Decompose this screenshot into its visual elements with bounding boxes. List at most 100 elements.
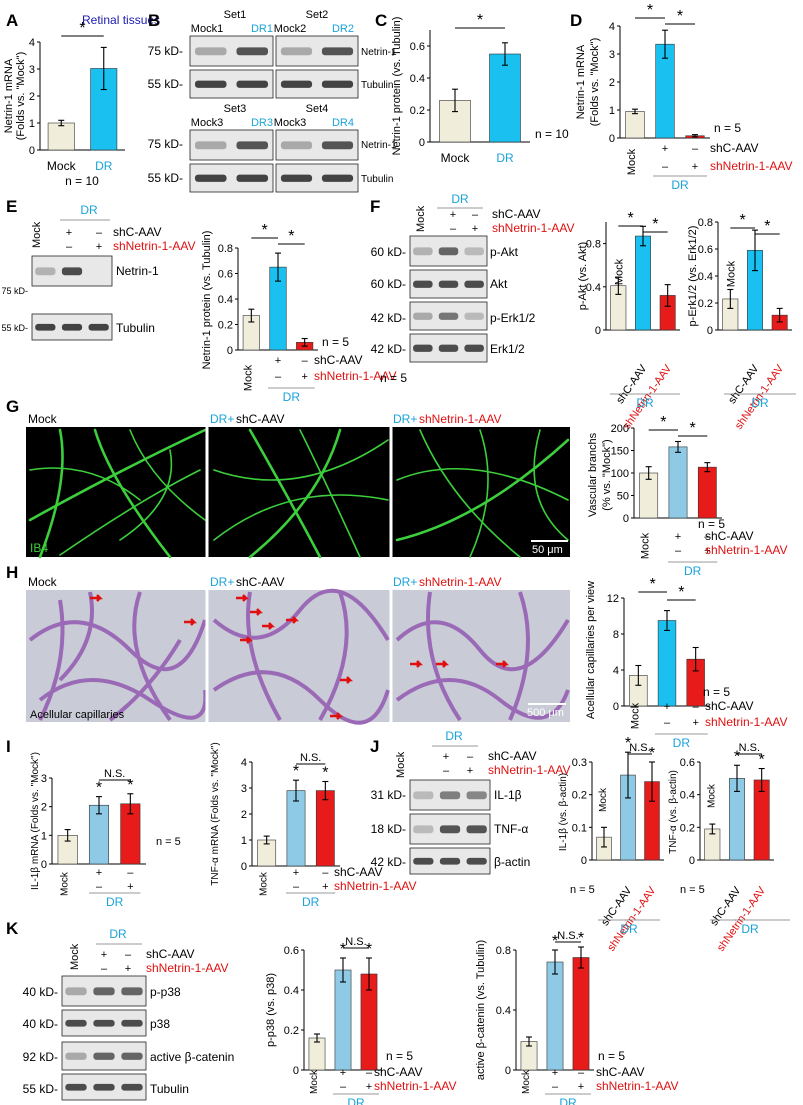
xlab-A-1: DR bbox=[95, 159, 113, 173]
sig-E-2: * bbox=[288, 228, 294, 245]
scale-G: 50 μm bbox=[532, 544, 563, 556]
panel-label-C: C bbox=[375, 11, 387, 30]
ylabel-I2: TNF-α mRNA (Folds vs. "Mock") bbox=[210, 742, 221, 885]
band-E-2: Tubulin bbox=[116, 321, 155, 335]
ylabel-A-2: (Folds vs. "Mock") bbox=[15, 52, 27, 140]
y-tick-label-A: 1 bbox=[29, 118, 35, 130]
y-tick-label-H: 0 bbox=[613, 701, 619, 713]
y-tick-label-K2: 0.4 bbox=[496, 1005, 511, 1017]
blot-K-p38-band bbox=[93, 1019, 115, 1027]
blot-B-tubulin-4 bbox=[275, 163, 359, 193]
y-tick-label-I2: 2 bbox=[241, 809, 247, 821]
blot-B-netrin-3-band bbox=[194, 141, 227, 150]
kd-J-3: 42 kD- bbox=[371, 855, 406, 869]
pm-H-r1c1: + bbox=[664, 701, 670, 713]
dr-K2-dr: DR bbox=[559, 1096, 577, 1105]
ylabel-G-2: (% vs. "Mock") bbox=[601, 439, 613, 510]
sig-G-2: * bbox=[690, 420, 696, 437]
band-E-1: Netrin-1 bbox=[116, 264, 159, 278]
pm-E2-r1c1: + bbox=[275, 355, 281, 367]
y-tick-label-G: 100 bbox=[611, 468, 629, 480]
kd-F-1: 60 kD- bbox=[371, 245, 406, 259]
pm-K2-r2c1: – bbox=[552, 1081, 559, 1093]
capillary bbox=[426, 591, 462, 722]
dr2: DR2 bbox=[332, 23, 354, 35]
blot-B-tubulin-4-band bbox=[321, 174, 354, 182]
ylabel-F2: p-Erk1/2 (vs. Erk1/2) bbox=[687, 226, 699, 327]
ns-J2: N.S. bbox=[739, 742, 760, 754]
vessel bbox=[469, 429, 489, 558]
ns-J1: N.S. bbox=[629, 742, 650, 754]
vessel bbox=[248, 428, 342, 559]
blot-B-tubulin-1 bbox=[189, 69, 274, 99]
mock2: Mock2 bbox=[274, 23, 306, 35]
n-I1: n = 5 bbox=[156, 836, 181, 848]
blot-E-netrin bbox=[31, 255, 113, 287]
pm-K2-r1c2: – bbox=[578, 1067, 585, 1079]
dr3: DR3 bbox=[251, 117, 273, 129]
blot-F-erk bbox=[409, 333, 488, 363]
treat-F-shc: shC-AAV bbox=[492, 207, 540, 221]
y-tick-label-J2: 0.2 bbox=[680, 822, 695, 834]
img-G-label-2a: DR+ bbox=[210, 412, 234, 426]
pm-J-2: – bbox=[467, 751, 474, 763]
kd-B-4: 55 kD- bbox=[148, 171, 183, 185]
treat-K-shc: shC-AAV bbox=[146, 947, 194, 961]
blot-E-tubulin-band bbox=[88, 323, 109, 331]
pm-K-1: + bbox=[101, 949, 107, 961]
pm-I1-r2c1: – bbox=[96, 881, 103, 893]
kd-K-3: 92 kD- bbox=[23, 1050, 58, 1064]
blot-F-perk-band bbox=[464, 312, 484, 320]
blot-F-erk-band bbox=[438, 344, 459, 352]
capillary bbox=[38, 678, 208, 720]
blot-B-tubulin-3 bbox=[189, 163, 274, 193]
treat-E2-shc: shC-AAV bbox=[314, 353, 362, 367]
treat-E-shn: shNetrin-1-AAV bbox=[113, 239, 195, 253]
treat-D-shn: shNetrin-1-AAV bbox=[710, 159, 792, 173]
blot-B-netrin-4-band bbox=[321, 141, 354, 150]
vessel bbox=[213, 439, 389, 481]
band-K-3: active β-catenin bbox=[150, 1050, 234, 1064]
bar-J2-2 bbox=[753, 779, 770, 861]
sig-E-1: * bbox=[262, 222, 268, 239]
pm-I2-r1c2: – bbox=[322, 867, 329, 879]
ns-I2: N.S. bbox=[300, 752, 321, 764]
red-arrow-icon bbox=[262, 622, 276, 630]
blot-F-pakt bbox=[409, 235, 488, 267]
blot-K-pp38-band bbox=[121, 987, 143, 996]
kd-J-2: 18 kD- bbox=[371, 822, 406, 836]
vessel bbox=[29, 467, 141, 501]
mock3b: Mock3 bbox=[274, 117, 306, 129]
band-F-1: p-Akt bbox=[490, 245, 519, 259]
band-K-1: p-p38 bbox=[150, 985, 181, 999]
xlab-K2-0: Mock bbox=[521, 1069, 532, 1094]
blot-E-netrin-band bbox=[35, 267, 56, 276]
capillary bbox=[38, 599, 65, 721]
blot-E-tubulin bbox=[31, 313, 113, 341]
pm-H-r2c2: + bbox=[692, 717, 698, 729]
blot-F-perk-band bbox=[413, 312, 433, 320]
blot-J-bactin-band bbox=[413, 857, 434, 865]
blot-F-perk-band bbox=[438, 312, 459, 320]
pm-K-2: – bbox=[125, 949, 132, 961]
vessel bbox=[419, 429, 521, 558]
y-tick-label-C: 0.4 bbox=[410, 73, 425, 85]
sig-H-2: * bbox=[678, 584, 684, 601]
kd-E-1: 75 kD- bbox=[1, 286, 28, 296]
blot-K-tubulin-band bbox=[93, 1083, 115, 1091]
pm-H-r2c1: – bbox=[664, 717, 671, 729]
y-tick-label-K1: 0.6 bbox=[284, 945, 299, 957]
vessel bbox=[299, 429, 361, 558]
star-I2-2: * bbox=[322, 765, 328, 782]
bar-K2-2 bbox=[572, 957, 590, 1071]
pm-K-3: – bbox=[101, 963, 108, 975]
mock1: Mock1 bbox=[191, 23, 223, 35]
y-tick-label-G: 150 bbox=[611, 446, 629, 458]
pm-K2-r2c2: + bbox=[578, 1081, 584, 1093]
red-arrow-icon bbox=[286, 616, 300, 624]
img-G-label-2b: shC-AAV bbox=[236, 412, 284, 426]
xlab-D-0: Mock bbox=[626, 148, 638, 175]
n-H: n = 5 bbox=[703, 685, 730, 699]
xlab-A-0: Mock bbox=[47, 159, 77, 173]
blot-K-p38-band bbox=[121, 1019, 143, 1027]
